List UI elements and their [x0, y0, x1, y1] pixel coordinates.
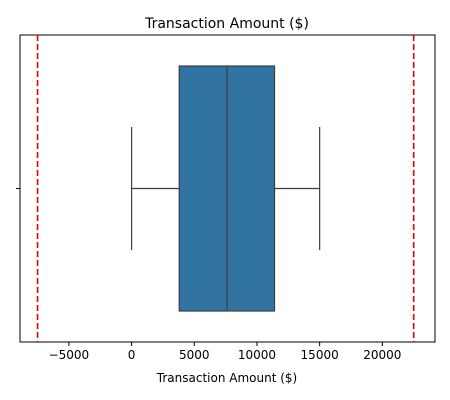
x-tick-label: 5000	[179, 348, 210, 362]
x-tick-label: 15000	[301, 348, 339, 362]
x-tick-label: 10000	[238, 348, 276, 362]
box-group	[130, 65, 321, 312]
x-axis-ticks: −5000 0 5000 10000 15000 20000	[49, 342, 401, 362]
x-axis-label: Transaction Amount ($)	[156, 371, 297, 385]
x-tick-label: 0	[128, 348, 136, 362]
chart-title: Transaction Amount ($)	[144, 16, 309, 32]
reference-lines	[36, 35, 415, 342]
x-tick-label: 20000	[363, 348, 401, 362]
x-tick-label: −5000	[49, 348, 90, 362]
